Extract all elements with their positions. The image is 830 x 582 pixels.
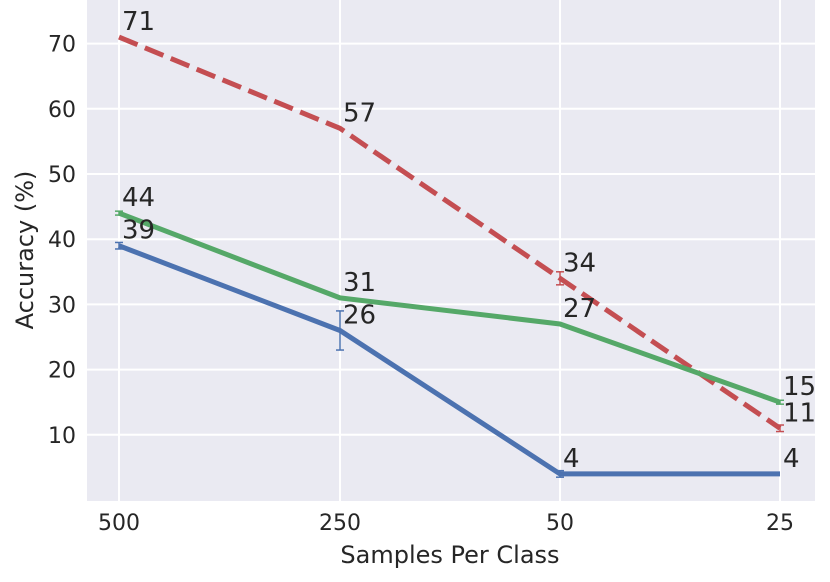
x-tick-label: 500: [98, 511, 140, 536]
data-label: 71: [122, 7, 155, 37]
data-label: 27: [563, 294, 596, 324]
data-label: 57: [343, 98, 376, 128]
data-label: 15: [783, 372, 816, 402]
x-tick-label: 25: [766, 511, 794, 536]
data-label: 44: [122, 183, 155, 213]
series-line-0: [118, 34, 782, 431]
data-label: 26: [343, 300, 376, 330]
tick-labels: 10 20 30 40 50 60 70 500 250 50 25: [48, 33, 794, 536]
x-axis-title: Samples Per Class: [340, 541, 559, 569]
y-tick-label: 60: [48, 98, 76, 123]
x-tick-label: 250: [319, 511, 361, 536]
data-label: 34: [563, 248, 596, 278]
y-tick-label: 40: [48, 228, 76, 253]
y-tick-label: 70: [48, 33, 76, 58]
data-label: 11: [783, 398, 816, 428]
data-label: 4: [783, 444, 800, 474]
y-tick-label: 30: [48, 293, 76, 318]
series-lines: [118, 34, 782, 477]
grid-lines: [87, 0, 815, 501]
y-axis-title: Accuracy (%): [11, 171, 39, 330]
data-label: 31: [343, 268, 376, 298]
series-line-2: [118, 243, 780, 477]
data-label: 39: [122, 216, 155, 246]
y-tick-label: 50: [48, 163, 76, 188]
y-tick-label: 10: [48, 424, 76, 449]
y-tick-label: 20: [48, 359, 76, 384]
error-bars: [115, 210, 784, 478]
plot-background: [87, 0, 815, 501]
data-label: 4: [563, 444, 580, 474]
x-tick-label: 50: [546, 511, 574, 536]
series-line-1: [118, 210, 781, 405]
